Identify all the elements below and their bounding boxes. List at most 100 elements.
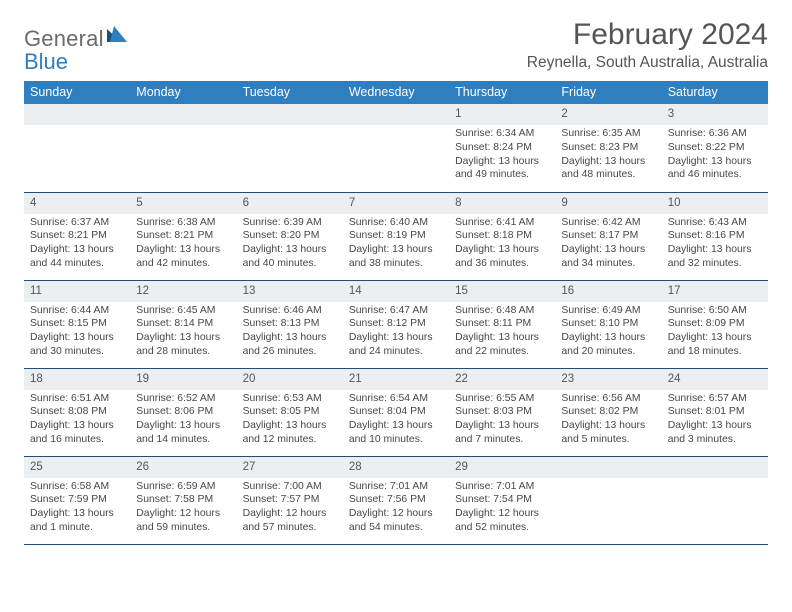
daylight-line: Daylight: 13 hours and 16 minutes.: [30, 419, 124, 446]
day-details: Sunrise: 6:35 AMSunset: 8:23 PMDaylight:…: [555, 125, 661, 186]
calendar-week: 1Sunrise: 6:34 AMSunset: 8:24 PMDaylight…: [24, 104, 768, 192]
day-number: 2: [555, 104, 661, 125]
daylight-line: Daylight: 12 hours and 57 minutes.: [243, 507, 337, 534]
sunrise-line: Sunrise: 6:50 AM: [668, 304, 762, 318]
daylight-line: Daylight: 13 hours and 28 minutes.: [136, 331, 230, 358]
daylight-line: Daylight: 13 hours and 7 minutes.: [455, 419, 549, 446]
sunset-line: Sunset: 7:59 PM: [30, 493, 124, 507]
sunset-line: Sunset: 8:03 PM: [455, 405, 549, 419]
sunset-line: Sunset: 8:20 PM: [243, 229, 337, 243]
sunrise-line: Sunrise: 6:47 AM: [349, 304, 443, 318]
day-number: 18: [24, 369, 130, 390]
day-details: Sunrise: 6:56 AMSunset: 8:02 PMDaylight:…: [555, 390, 661, 451]
calendar-day: 7Sunrise: 6:40 AMSunset: 8:19 PMDaylight…: [343, 192, 449, 280]
sunset-line: Sunset: 8:08 PM: [30, 405, 124, 419]
day-details: Sunrise: 6:54 AMSunset: 8:04 PMDaylight:…: [343, 390, 449, 451]
calendar-day-blank: [662, 456, 768, 544]
calendar-day: 8Sunrise: 6:41 AMSunset: 8:18 PMDaylight…: [449, 192, 555, 280]
daylight-line: Daylight: 13 hours and 1 minute.: [30, 507, 124, 534]
day-number-stripe: [343, 104, 449, 125]
day-details: Sunrise: 6:46 AMSunset: 8:13 PMDaylight:…: [237, 302, 343, 363]
brand-logo: General Blue: [24, 18, 129, 75]
calendar-day: 21Sunrise: 6:54 AMSunset: 8:04 PMDayligh…: [343, 368, 449, 456]
weekday-header: Saturday: [662, 81, 768, 104]
calendar-day: 10Sunrise: 6:43 AMSunset: 8:16 PMDayligh…: [662, 192, 768, 280]
daylight-line: Daylight: 13 hours and 36 minutes.: [455, 243, 549, 270]
daylight-line: Daylight: 13 hours and 12 minutes.: [243, 419, 337, 446]
sunset-line: Sunset: 8:02 PM: [561, 405, 655, 419]
sunrise-line: Sunrise: 7:00 AM: [243, 480, 337, 494]
day-number: 27: [237, 457, 343, 478]
day-details: Sunrise: 6:48 AMSunset: 8:11 PMDaylight:…: [449, 302, 555, 363]
day-details: Sunrise: 6:44 AMSunset: 8:15 PMDaylight:…: [24, 302, 130, 363]
daylight-line: Daylight: 13 hours and 24 minutes.: [349, 331, 443, 358]
sunrise-line: Sunrise: 6:59 AM: [136, 480, 230, 494]
weekday-header: Sunday: [24, 81, 130, 104]
calendar-week: 25Sunrise: 6:58 AMSunset: 7:59 PMDayligh…: [24, 456, 768, 544]
calendar-day-blank: [130, 104, 236, 192]
sunrise-line: Sunrise: 6:43 AM: [668, 216, 762, 230]
calendar-day: 14Sunrise: 6:47 AMSunset: 8:12 PMDayligh…: [343, 280, 449, 368]
weekday-header: Tuesday: [237, 81, 343, 104]
day-number-stripe: [130, 104, 236, 125]
day-details: Sunrise: 6:59 AMSunset: 7:58 PMDaylight:…: [130, 478, 236, 539]
day-details: Sunrise: 6:36 AMSunset: 8:22 PMDaylight:…: [662, 125, 768, 186]
day-number: 13: [237, 281, 343, 302]
day-number: 1: [449, 104, 555, 125]
location-subtitle: Reynella, South Australia, Australia: [527, 54, 768, 72]
day-number: 9: [555, 193, 661, 214]
weekday-row: SundayMondayTuesdayWednesdayThursdayFrid…: [24, 81, 768, 104]
calendar-day: 22Sunrise: 6:55 AMSunset: 8:03 PMDayligh…: [449, 368, 555, 456]
sunrise-line: Sunrise: 6:52 AM: [136, 392, 230, 406]
sunrise-line: Sunrise: 6:48 AM: [455, 304, 549, 318]
calendar-day-blank: [237, 104, 343, 192]
day-details: Sunrise: 7:01 AMSunset: 7:54 PMDaylight:…: [449, 478, 555, 539]
day-details: Sunrise: 6:42 AMSunset: 8:17 PMDaylight:…: [555, 214, 661, 275]
day-number: 26: [130, 457, 236, 478]
calendar-day: 24Sunrise: 6:57 AMSunset: 8:01 PMDayligh…: [662, 368, 768, 456]
calendar-day: 1Sunrise: 6:34 AMSunset: 8:24 PMDaylight…: [449, 104, 555, 192]
day-details: Sunrise: 6:51 AMSunset: 8:08 PMDaylight:…: [24, 390, 130, 451]
daylight-line: Daylight: 13 hours and 22 minutes.: [455, 331, 549, 358]
header: General Blue February 2024 Reynella, Sou…: [24, 18, 768, 75]
daylight-line: Daylight: 13 hours and 44 minutes.: [30, 243, 124, 270]
calendar-page: General Blue February 2024 Reynella, Sou…: [0, 0, 792, 612]
day-details: Sunrise: 6:55 AMSunset: 8:03 PMDaylight:…: [449, 390, 555, 451]
day-details: Sunrise: 6:49 AMSunset: 8:10 PMDaylight:…: [555, 302, 661, 363]
sunset-line: Sunset: 8:01 PM: [668, 405, 762, 419]
sunset-line: Sunset: 8:21 PM: [136, 229, 230, 243]
day-number: 20: [237, 369, 343, 390]
sunrise-line: Sunrise: 6:35 AM: [561, 127, 655, 141]
calendar-day: 25Sunrise: 6:58 AMSunset: 7:59 PMDayligh…: [24, 456, 130, 544]
sunset-line: Sunset: 8:19 PM: [349, 229, 443, 243]
sunrise-line: Sunrise: 6:42 AM: [561, 216, 655, 230]
calendar-day: 23Sunrise: 6:56 AMSunset: 8:02 PMDayligh…: [555, 368, 661, 456]
weekday-header: Monday: [130, 81, 236, 104]
day-details: Sunrise: 6:38 AMSunset: 8:21 PMDaylight:…: [130, 214, 236, 275]
calendar-day: 4Sunrise: 6:37 AMSunset: 8:21 PMDaylight…: [24, 192, 130, 280]
sunset-line: Sunset: 8:15 PM: [30, 317, 124, 331]
day-number: 11: [24, 281, 130, 302]
sunrise-line: Sunrise: 7:01 AM: [349, 480, 443, 494]
calendar-day: 19Sunrise: 6:52 AMSunset: 8:06 PMDayligh…: [130, 368, 236, 456]
sunset-line: Sunset: 7:58 PM: [136, 493, 230, 507]
day-number-stripe: [555, 457, 661, 478]
sunset-line: Sunset: 8:11 PM: [455, 317, 549, 331]
sunrise-line: Sunrise: 6:49 AM: [561, 304, 655, 318]
calendar-day: 13Sunrise: 6:46 AMSunset: 8:13 PMDayligh…: [237, 280, 343, 368]
day-details: Sunrise: 6:39 AMSunset: 8:20 PMDaylight:…: [237, 214, 343, 275]
sunset-line: Sunset: 8:16 PM: [668, 229, 762, 243]
day-number: 17: [662, 281, 768, 302]
sunset-line: Sunset: 8:21 PM: [30, 229, 124, 243]
day-number: 19: [130, 369, 236, 390]
day-details: Sunrise: 6:58 AMSunset: 7:59 PMDaylight:…: [24, 478, 130, 539]
sunset-line: Sunset: 8:13 PM: [243, 317, 337, 331]
sunrise-line: Sunrise: 6:38 AM: [136, 216, 230, 230]
calendar-week: 4Sunrise: 6:37 AMSunset: 8:21 PMDaylight…: [24, 192, 768, 280]
calendar-week: 18Sunrise: 6:51 AMSunset: 8:08 PMDayligh…: [24, 368, 768, 456]
day-number: 15: [449, 281, 555, 302]
day-details: Sunrise: 6:52 AMSunset: 8:06 PMDaylight:…: [130, 390, 236, 451]
sunrise-line: Sunrise: 6:41 AM: [455, 216, 549, 230]
calendar-day: 26Sunrise: 6:59 AMSunset: 7:58 PMDayligh…: [130, 456, 236, 544]
daylight-line: Daylight: 13 hours and 42 minutes.: [136, 243, 230, 270]
